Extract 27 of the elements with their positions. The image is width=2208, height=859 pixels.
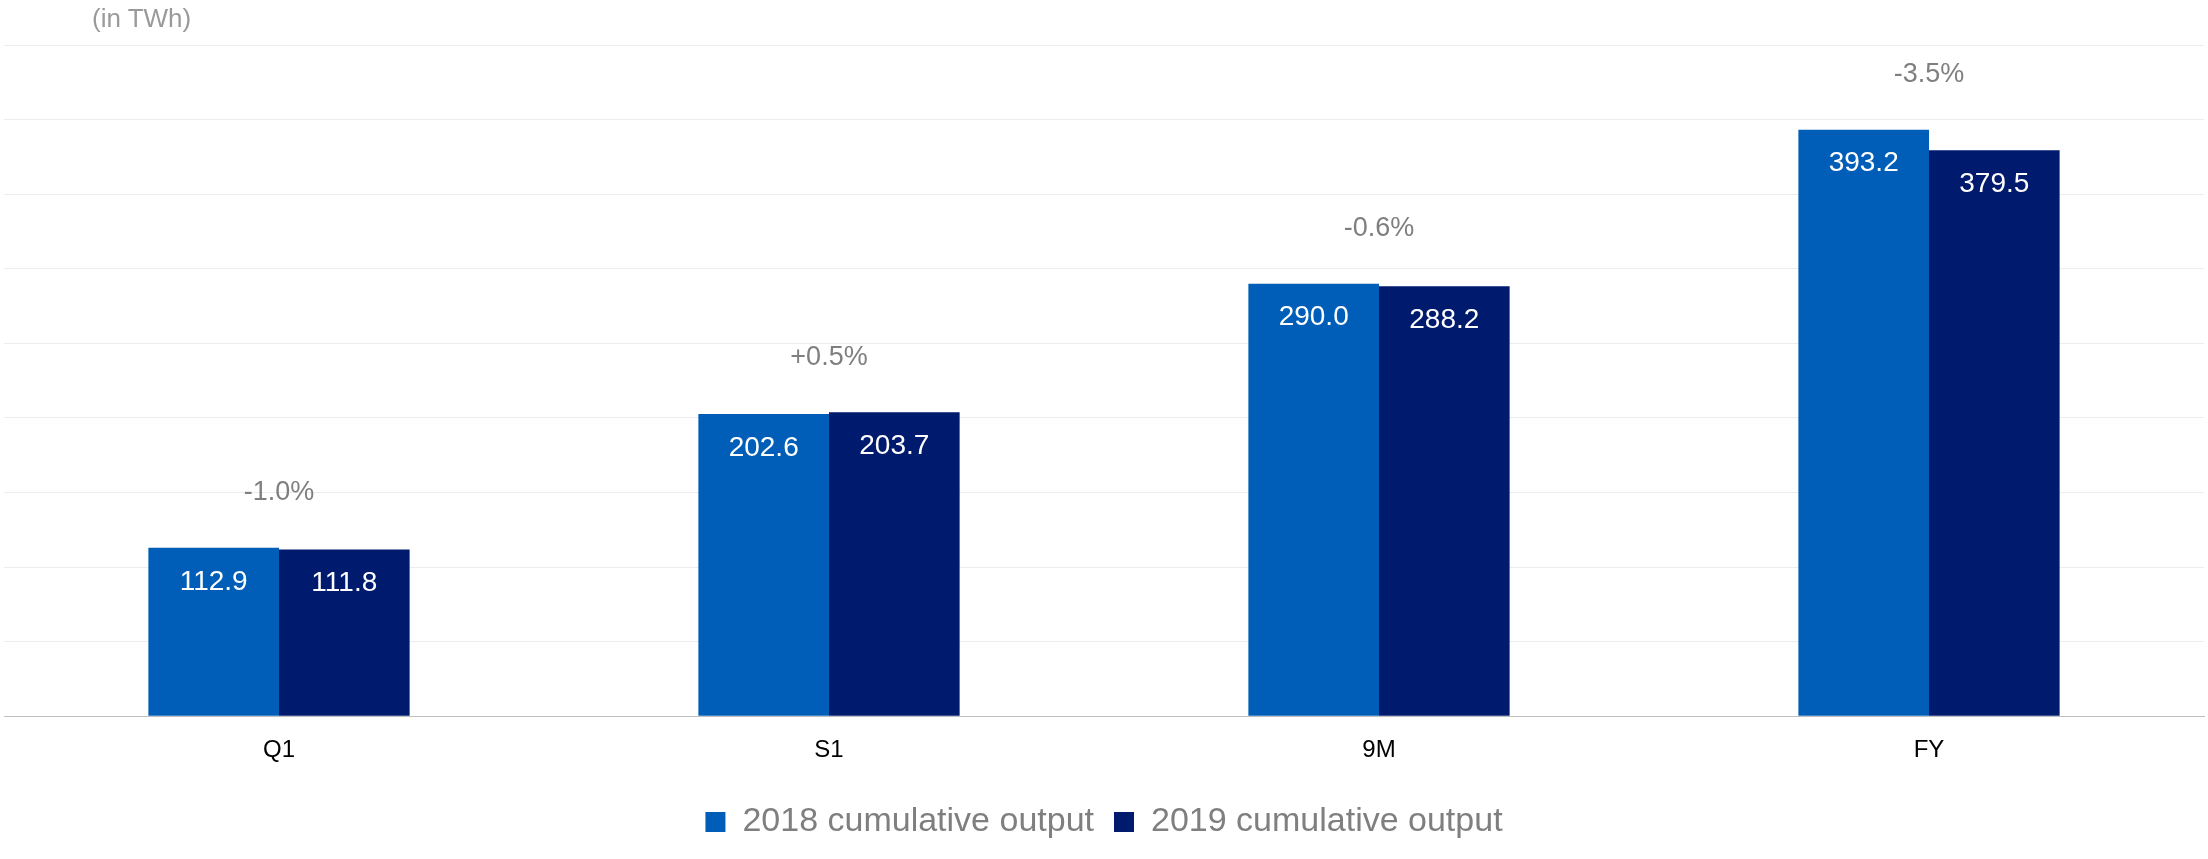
- legend-label: 2019 cumulative output: [1151, 800, 1504, 839]
- data-label: 379.5: [1959, 166, 2030, 198]
- legend-label: 2018 cumulative output: [742, 800, 1095, 839]
- bar: [1379, 286, 1510, 716]
- data-label: 112.9: [179, 564, 248, 596]
- annotation: -0.6%: [1343, 212, 1415, 243]
- data-label: 393.2: [1828, 146, 1899, 178]
- data-label: 111.8: [311, 566, 378, 598]
- bar: [698, 414, 829, 716]
- y-axis-title: (in TWh): [92, 3, 192, 34]
- annotation: -3.5%: [1893, 58, 1965, 89]
- x-tick-label: S1: [814, 735, 844, 763]
- bar: [148, 547, 279, 716]
- bar: [1929, 150, 2060, 716]
- annotation: -1.0%: [243, 476, 315, 507]
- annotation: +0.5%: [790, 340, 868, 371]
- x-tick-label: Q1: [262, 735, 296, 763]
- bar: [1248, 283, 1379, 716]
- data-label: 203.7: [859, 429, 930, 461]
- data-label: 290.0: [1278, 300, 1349, 332]
- x-tick-label: 9M: [1362, 735, 1396, 763]
- bar: [829, 412, 960, 716]
- bar: [279, 549, 410, 716]
- x-tick-label: FY: [1913, 735, 1945, 763]
- bar: [1798, 129, 1929, 716]
- data-label: 202.6: [728, 430, 799, 462]
- data-label: 288.2: [1409, 303, 1480, 335]
